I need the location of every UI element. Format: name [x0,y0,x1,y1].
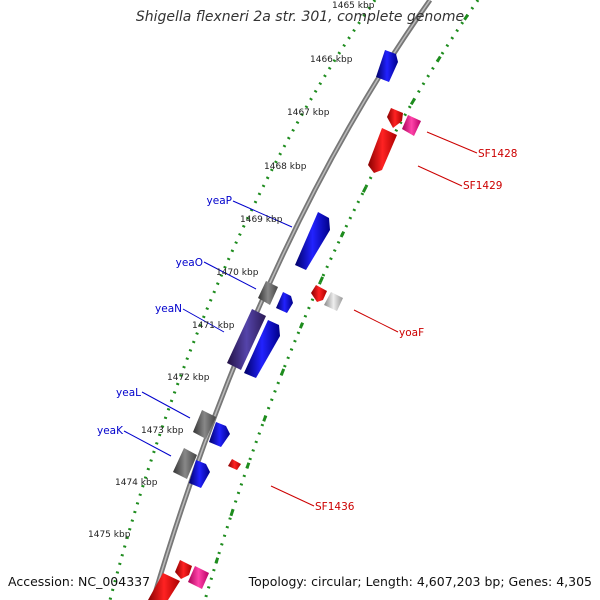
gene-labels-right: SF1428 SF1429 yoaF SF1436 [315,148,517,513]
gene-label-yoaF[interactable]: yoaF [399,327,424,339]
gene-label-SF1436[interactable]: SF1436 [315,501,355,513]
leader-lines [123,131,478,507]
gene-red-SF1429[interactable] [368,128,397,173]
gene-blue-yeaO[interactable] [276,292,293,313]
kbp-labels: 1465 kbp 1466 kbp 1467 kbp 1468 kbp 1469… [88,1,375,540]
kbp-label: 1473 kbp [141,426,184,436]
reverse-genes [148,108,421,600]
gene-gray-yeaL[interactable] [193,410,216,439]
leader-yeaK [123,430,172,457]
gene-lightgray-yoaF[interactable] [324,292,343,311]
kbp-label: 1471 kbp [192,321,235,331]
gene-blue-yeaP[interactable] [295,212,330,270]
gene-label-yeaO[interactable]: yeaO [176,257,203,269]
kbp-label: 1472 kbp [167,373,210,383]
gene-purple-yeaN[interactable] [227,309,266,370]
gene-red-bottom-2[interactable] [148,573,180,600]
gene-pink-bottom[interactable] [188,566,209,589]
gene-blue-1[interactable] [376,50,398,82]
kbp-label: 1475 kbp [88,530,131,540]
kbp-label: 1470 kbp [216,268,259,278]
leader-yeaN [182,308,225,333]
accession-text: Accession: NC_004337 [8,574,151,589]
leader-yeaL [141,391,191,419]
leader-SF1428 [426,131,478,154]
kbp-label: 1465 kbp [332,1,375,11]
kbp-label: 1469 kbp [240,215,283,225]
kbp-label: 1466 kbp [310,55,353,65]
gene-label-yeaP[interactable]: yeaP [207,195,232,207]
gene-gray-yeaK[interactable] [173,448,197,479]
leader-yoaF [353,309,399,333]
gene-red-bottom-1[interactable] [175,560,192,579]
topology-text: Topology: circular; Length: 4,607,203 bp… [248,574,592,589]
gene-label-yeaL[interactable]: yeaL [116,387,141,399]
gene-label-SF1428[interactable]: SF1428 [478,148,517,160]
gene-blue-yeaK[interactable] [189,460,210,488]
other-genes [173,281,343,479]
gene-gray-yeaO[interactable] [258,281,278,305]
gene-pink-SF1428[interactable] [402,115,421,136]
gene-label-SF1429[interactable]: SF1429 [463,180,502,192]
right-tick-track [203,0,480,600]
gene-blue-yeaN[interactable] [244,320,280,378]
kbp-label: 1467 kbp [287,108,330,118]
gene-blue-yeaL[interactable] [209,422,230,447]
leader-yeaP [232,200,293,228]
forward-genes [189,50,398,488]
gene-red-yoaF[interactable] [311,285,327,302]
gene-label-yeaN[interactable]: yeaN [155,303,182,315]
gene-labels-left: yeaP yeaO yeaN yeaL yeaK [97,195,232,437]
leader-SF1429 [417,165,463,187]
leader-yeaO [203,261,257,290]
kbp-label: 1468 kbp [264,162,307,172]
gene-red-SF1436[interactable] [228,459,241,470]
gene-red-SF1428[interactable] [387,108,403,128]
gene-label-yeaK[interactable]: yeaK [97,425,124,437]
kbp-label: 1474 kbp [115,478,158,488]
leader-SF1436 [270,485,315,507]
map-title: Shigella flexneri 2a str. 301, complete … [135,9,465,25]
